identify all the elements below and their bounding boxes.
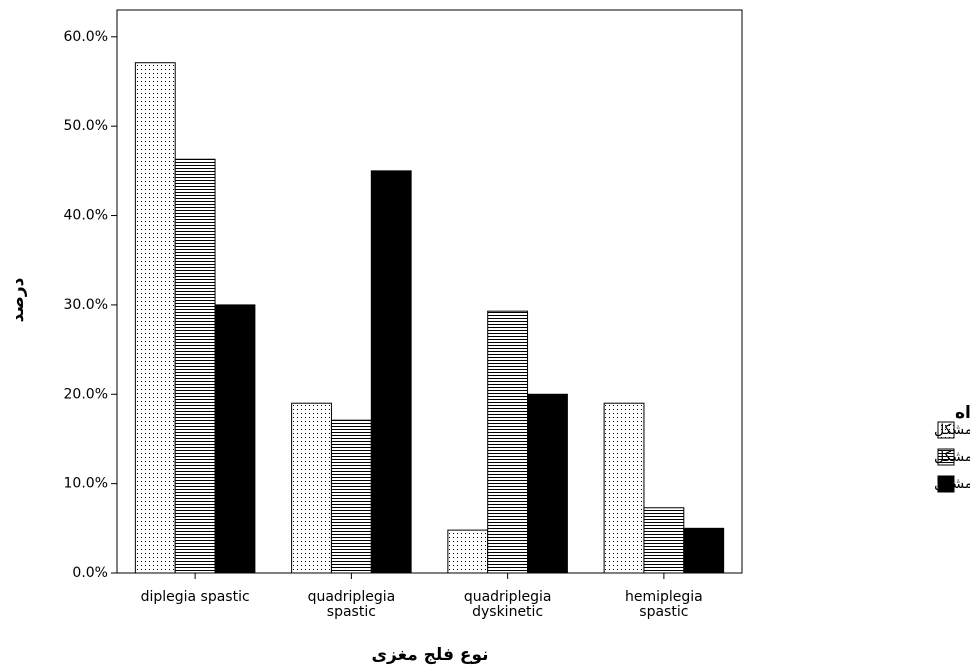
x-tick-label: spastic — [327, 604, 376, 620]
legend-label: دو تا سه مشکل — [934, 449, 970, 465]
x-tick-label: diplegia spastic — [141, 589, 250, 605]
bar — [370, 170, 412, 574]
legend-label: چهار تا شش مشکل — [934, 476, 970, 492]
x-tick-label: hemiplegia — [625, 589, 703, 605]
y-tick-label: 60.0% — [64, 29, 108, 45]
y-tick-label: 0.0% — [72, 565, 108, 581]
bar — [214, 304, 256, 574]
legend-swatch — [937, 475, 955, 493]
bar — [683, 527, 725, 574]
bar — [643, 507, 685, 574]
y-tick-label: 30.0% — [64, 297, 108, 313]
bar — [174, 158, 216, 574]
x-tick-label: quadriplegia — [308, 589, 396, 605]
legend-title: تعدد مشکلات همراه — [955, 403, 970, 423]
plot-frame — [116, 9, 743, 574]
x-tick-label: spastic — [639, 604, 688, 620]
legend-label: صفر تا یک مشکل — [934, 422, 970, 438]
bar — [487, 310, 529, 574]
legend-swatch — [937, 421, 955, 439]
bar — [527, 393, 568, 574]
bar — [330, 419, 372, 574]
bar — [447, 529, 489, 574]
y-tick-label: 20.0% — [64, 386, 108, 402]
x-tick-label: dyskinetic — [472, 604, 543, 620]
legend-swatch — [937, 448, 955, 466]
y-tick-label: 50.0% — [64, 118, 108, 134]
bar — [291, 402, 332, 574]
x-axis-label: نوع فلج مغزی — [371, 645, 488, 665]
y-tick-label: 10.0% — [64, 476, 108, 492]
bar — [134, 62, 176, 574]
y-tick-label: 40.0% — [64, 208, 108, 224]
x-tick-label: quadriplegia — [464, 589, 552, 605]
bar — [603, 402, 645, 574]
y-axis-label: درصد — [8, 277, 28, 322]
